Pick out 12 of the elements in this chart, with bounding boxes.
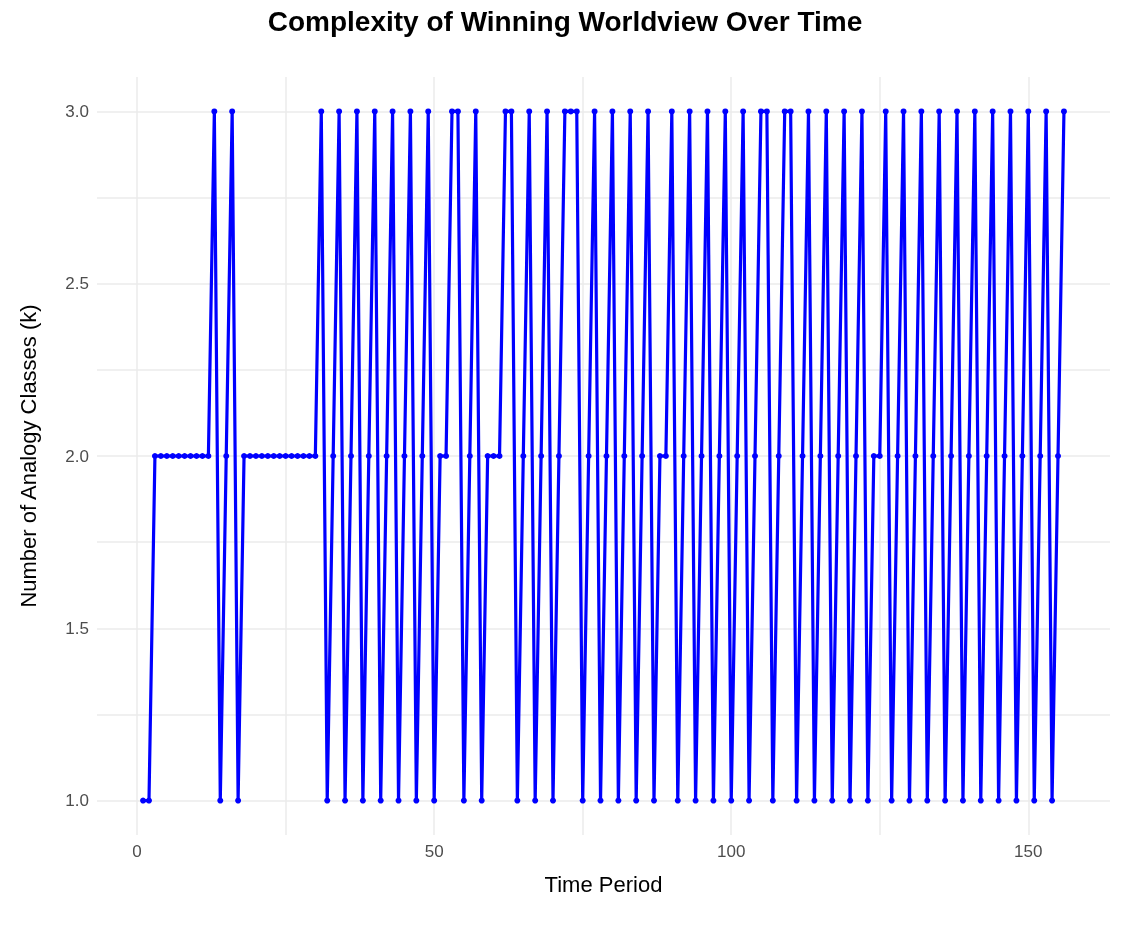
x-tick-label: 0 (132, 842, 142, 861)
x-axis-title: Time Period (544, 871, 663, 897)
x-tick-label: 50 (424, 842, 444, 861)
y-tick-label: 3.0 (65, 101, 89, 121)
y-tick-label: 2.5 (65, 274, 89, 294)
y-tick-label: 1.0 (65, 791, 89, 811)
x-tick-label: 100 (717, 842, 746, 861)
y-tick-label: 2.0 (65, 446, 89, 466)
y-tick-label: 1.5 (65, 618, 89, 638)
chart-title: Complexity of Winning Worldview Over Time (267, 5, 863, 37)
x-tick-label: 150 (1014, 842, 1043, 861)
y-axis-title: Number of Analogy Classes (k) (15, 304, 41, 608)
